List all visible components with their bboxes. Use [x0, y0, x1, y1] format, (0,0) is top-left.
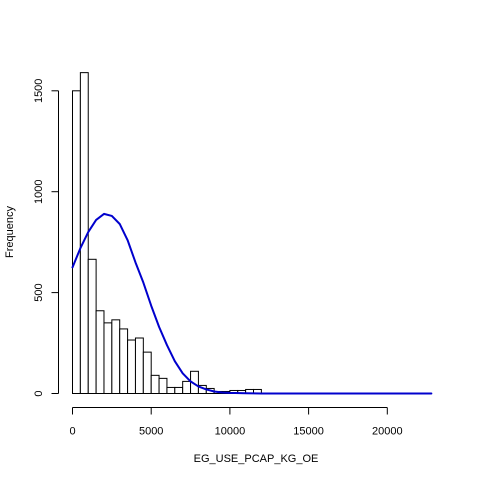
histogram-bar-2	[87, 258, 97, 395]
histogram-bar-6	[119, 328, 129, 395]
histogram-bars	[72, 72, 262, 395]
histogram-bar-11	[158, 377, 168, 394]
density-curve	[71, 212, 433, 395]
histogram-bar-7	[127, 339, 136, 395]
histogram-bar-5	[111, 319, 121, 394]
x-axis: 0 5000 10000 15000 20000	[69, 407, 403, 438]
histogram-bar-0	[72, 90, 81, 395]
x-tick-label-1: 5000	[139, 426, 163, 438]
histogram-bar-10	[150, 374, 160, 395]
x-tick-label-4: 20000	[372, 426, 403, 438]
histogram-bar-8	[134, 337, 144, 395]
y-tick-label-2: 1000	[33, 179, 45, 203]
x-tick-label-0: 0	[69, 426, 75, 438]
x-tick-label-3: 15000	[293, 426, 324, 438]
histogram-bar-3	[95, 310, 105, 394]
histogram-bar-4	[103, 322, 113, 394]
y-axis: 0 500 1000 1500	[33, 79, 59, 397]
y-axis-label: Frequency	[4, 206, 16, 258]
y-tick-label-0: 0	[33, 390, 45, 396]
histogram-bar-12	[166, 386, 176, 395]
x-axis-label: EG_USE_PCAP_KG_OE	[194, 453, 319, 465]
y-tick-label-3: 1500	[33, 79, 45, 103]
histogram-bar-9	[142, 351, 152, 395]
y-tick-label-1: 500	[33, 283, 45, 301]
x-tick-label-2: 10000	[215, 426, 246, 438]
histogram-bar-13	[174, 386, 184, 395]
histogram-bar-14	[182, 380, 192, 394]
